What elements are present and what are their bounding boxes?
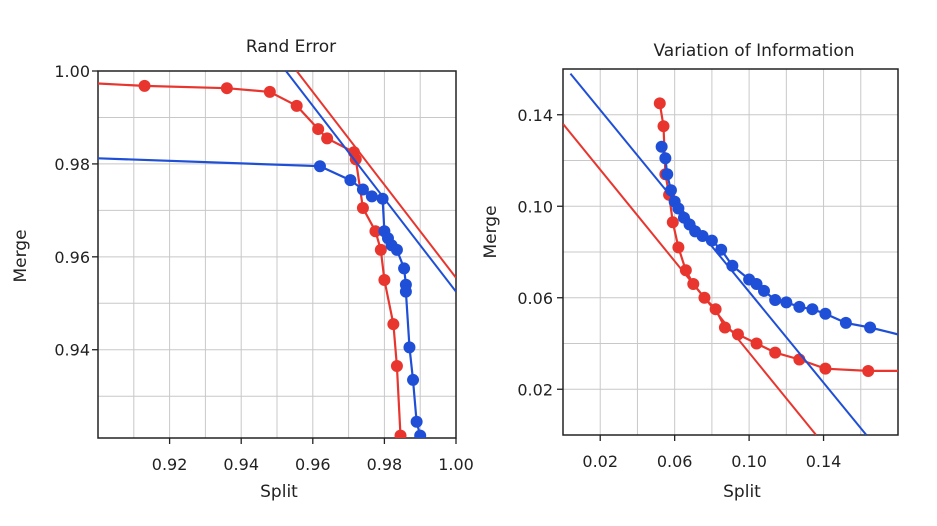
series-layer [98, 71, 456, 438]
variation-of-information-chart: Variation of Information Split Merge 0.0… [481, 41, 899, 502]
data-point [365, 190, 378, 203]
data-point [312, 123, 325, 136]
rand-error-chart: Rand Error Split Merge 0.92 0.94 0.96 0.98 1… [11, 37, 474, 502]
y-tick-label: 0.98 [54, 155, 90, 174]
series-line [98, 82, 402, 436]
data-point [672, 241, 685, 254]
data-point [369, 225, 382, 238]
data-point [715, 243, 728, 256]
fit-line [295, 71, 456, 279]
data-point [399, 285, 412, 298]
data-point [390, 359, 403, 372]
data-point [862, 364, 875, 377]
data-point [819, 307, 832, 320]
data-point [793, 300, 806, 313]
data-point [705, 234, 718, 247]
series-line [660, 146, 898, 336]
data-point [839, 316, 852, 329]
x-tick-label: 0.14 [806, 452, 842, 471]
data-point [378, 274, 391, 287]
data-point [657, 120, 670, 133]
data-point [780, 296, 793, 309]
x-axis-label: Split [260, 482, 298, 502]
data-point [769, 346, 782, 359]
data-point [664, 184, 677, 197]
data-point [374, 243, 387, 256]
data-point [387, 318, 400, 331]
data-point [726, 259, 739, 272]
y-tick-label: 0.10 [517, 197, 553, 216]
data-point [655, 140, 668, 153]
data-point [709, 303, 722, 316]
fit-line [285, 71, 456, 293]
data-point [806, 303, 819, 316]
data-point [666, 216, 679, 229]
data-point [731, 328, 744, 341]
data-point [661, 168, 674, 181]
x-tick-label: 0.02 [582, 452, 618, 471]
data-point [653, 97, 666, 110]
data-point [819, 362, 832, 375]
series [98, 71, 456, 438]
grid [98, 71, 456, 438]
x-tick-label: 0.94 [223, 455, 259, 474]
x-tick-label: 0.92 [152, 455, 188, 474]
data-point [398, 262, 411, 275]
x-tick-label: 0.96 [295, 455, 331, 474]
data-point [321, 132, 334, 145]
data-point [290, 99, 303, 112]
series-layer [563, 72, 898, 435]
y-tick-label: 0.14 [517, 106, 553, 125]
data-point [220, 82, 233, 95]
chart-title: Variation of Information [653, 41, 854, 61]
x-tick-label: 0.10 [731, 452, 767, 471]
data-point [659, 152, 672, 165]
data-point [718, 321, 731, 334]
data-point [407, 373, 420, 386]
data-point [410, 415, 423, 428]
data-point [750, 337, 763, 350]
data-point [403, 341, 416, 354]
data-point [313, 160, 326, 173]
plot-frame [97, 70, 457, 439]
y-axis-label: Merge [481, 205, 501, 258]
data-point [390, 243, 403, 256]
data-point [864, 321, 877, 334]
data-point [687, 278, 700, 291]
data-point [263, 85, 276, 98]
data-point [394, 429, 407, 438]
data-point [672, 202, 685, 215]
data-point [344, 174, 357, 187]
x-axis-label: Split [723, 482, 761, 502]
plot-frame [562, 68, 899, 436]
data-point [356, 183, 369, 196]
data-point [679, 264, 692, 277]
y-axis-label: Merge [11, 229, 31, 282]
data-point [376, 192, 389, 205]
x-tick-label: 1.00 [438, 455, 474, 474]
data-point [138, 79, 151, 92]
y-tick-label: 0.96 [54, 248, 90, 267]
chart-title: Rand Error [246, 37, 336, 57]
data-point [769, 294, 782, 307]
series [569, 72, 898, 435]
y-tick-label: 0.06 [517, 289, 553, 308]
grid [563, 69, 898, 435]
data-point [758, 284, 770, 297]
y-tick-label: 0.94 [54, 341, 90, 360]
series [98, 71, 456, 438]
data-point [698, 291, 711, 304]
x-tick-label: 0.98 [367, 455, 403, 474]
data-point [696, 229, 709, 242]
y-tick-label: 1.00 [54, 62, 90, 81]
y-tick-label: 0.02 [517, 380, 553, 399]
data-point [356, 202, 369, 215]
data-point [414, 429, 427, 438]
x-tick-label: 0.06 [657, 452, 693, 471]
